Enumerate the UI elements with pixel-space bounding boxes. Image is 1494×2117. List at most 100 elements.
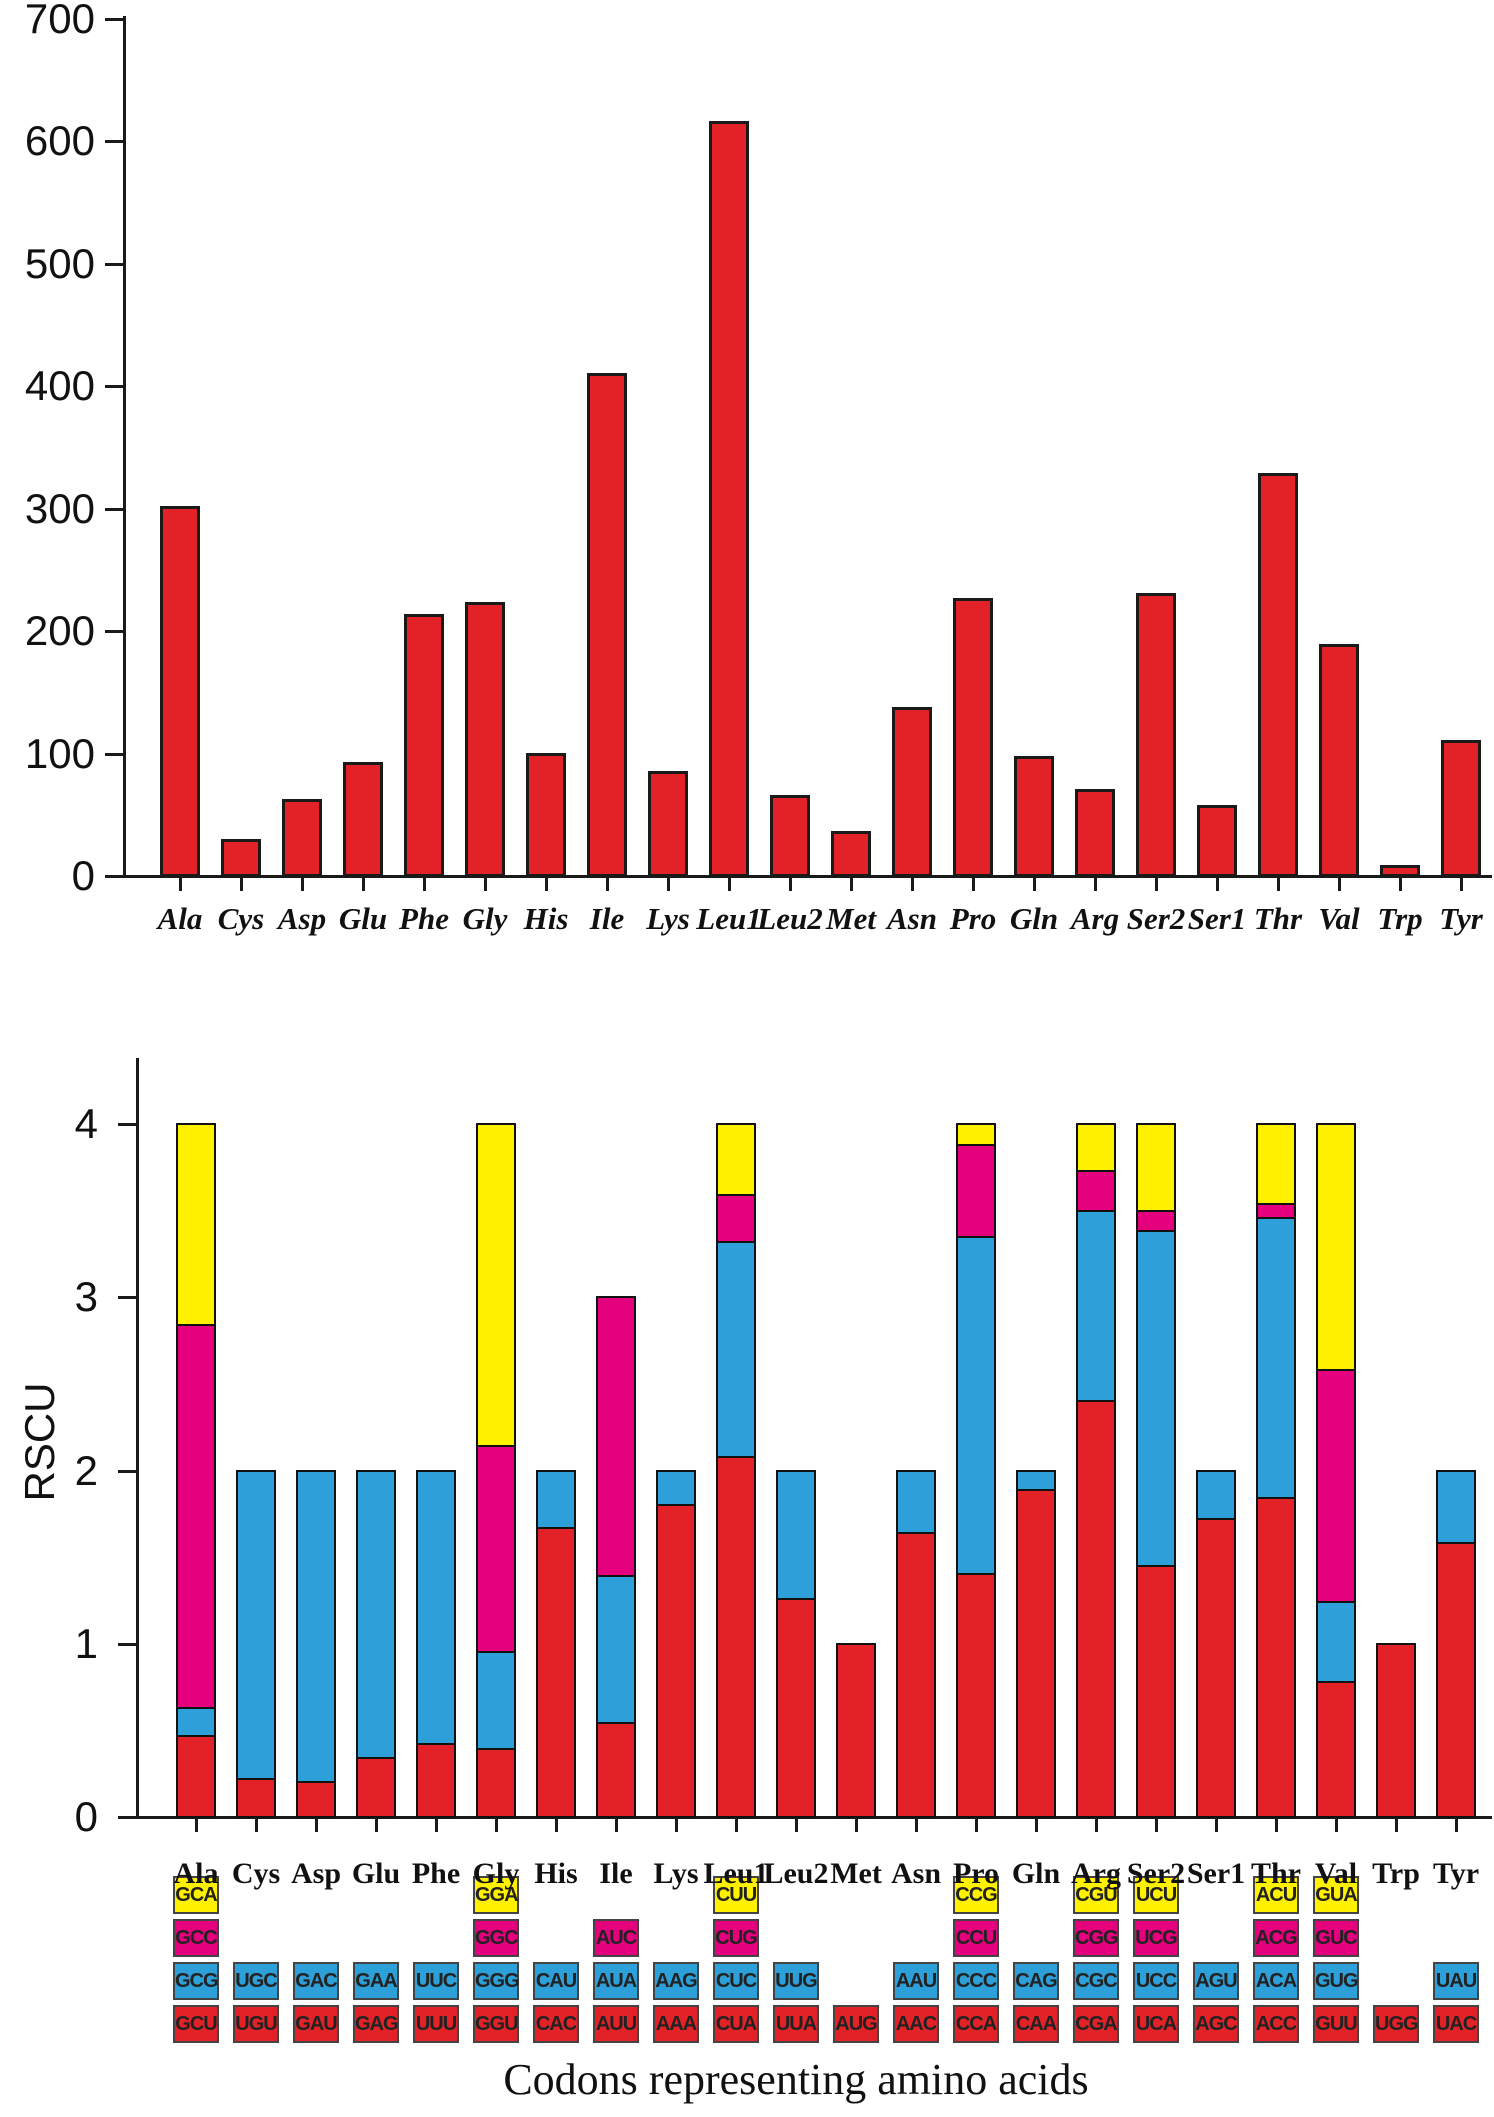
top-x-label-Val: Val [1318, 901, 1360, 936]
top-x-label-Gly: Gly [462, 901, 508, 936]
bottom-x-label-Val: Val [1314, 1857, 1358, 1890]
top-y-tick [105, 385, 123, 389]
bottom-x-label-Ala: Ala [173, 1857, 219, 1890]
bottom-y-tick [118, 1469, 136, 1473]
rscu-seg-Asn-AAU [896, 1469, 936, 1534]
rscu-seg-Gly-GGU [476, 1748, 516, 1818]
rscu-seg-Ile-AUU [596, 1722, 636, 1818]
codon-box-GGG: GGG [473, 1962, 520, 2000]
codon-box-CUA: CUA [713, 2005, 759, 2043]
rscu-seg-Ser2-UCC [1136, 1230, 1176, 1567]
codon-box-GCU: GCU [173, 2005, 219, 2043]
bottom-x-label-Leu2: Leu2 [763, 1857, 829, 1890]
codon-box-CAA: CAA [1013, 2005, 1059, 2043]
codon-box-CCA: CCA [953, 2005, 999, 2043]
rscu-seg-Met-AUG [836, 1642, 876, 1818]
codon-box-UAC: UAC [1433, 2005, 1479, 2043]
top-bar-Thr [1258, 473, 1298, 877]
top-x-tick [301, 878, 304, 891]
codon-box-AUC: AUC [593, 1919, 639, 1957]
top-x-tick [667, 878, 670, 891]
top-x-label-Phe: Phe [399, 901, 449, 936]
bottom-x-tick [195, 1819, 198, 1832]
rscu-seg-Ala-GCC [176, 1323, 216, 1709]
top-bar-Trp [1380, 865, 1420, 877]
bottom-x-tick [675, 1819, 678, 1832]
top-x-tick [1155, 878, 1158, 891]
codon-box-UCG: UCG [1133, 1919, 1179, 1957]
codon-box-CUC: CUC [713, 1962, 759, 2000]
codon-box-CUG: CUG [713, 1919, 759, 1957]
rscu-seg-Gln-CAG [1016, 1469, 1056, 1491]
top-x-tick [1338, 878, 1341, 891]
codon-box-GAG: GAG [353, 2005, 399, 2043]
bottom-x-tick [555, 1819, 558, 1832]
rscu-seg-Thr-ACU [1256, 1123, 1296, 1205]
rscu-seg-Gln-CAA [1016, 1488, 1056, 1818]
top-bar-Ile [587, 373, 627, 877]
top-x-tick [362, 878, 365, 891]
codon-box-CGC: CGC [1073, 1962, 1119, 2000]
bottom-x-tick [1215, 1819, 1218, 1832]
bottom-x-label-Trp: Trp [1372, 1857, 1420, 1890]
codon-box-AAG: AAG [653, 1962, 699, 2000]
rscu-seg-Val-GUC [1316, 1369, 1356, 1604]
bottom-x-tick [1395, 1819, 1398, 1832]
codon-box-AUA: AUA [593, 1962, 639, 2000]
bottom-x-label-Phe: Phe [411, 1857, 461, 1890]
top-y-tick-label: 700 [24, 0, 95, 43]
top-x-label-Tyr: Tyr [1439, 901, 1483, 936]
codon-box-GAU: GAU [293, 2005, 339, 2043]
top-bar-Met [831, 831, 871, 877]
codon-box-GCG: GCG [173, 1962, 219, 2000]
bottom-y-tick [118, 1296, 136, 1300]
codon-box-ACC: ACC [1253, 2005, 1299, 2043]
bottom-x-label-Glu: Glu [351, 1857, 401, 1890]
rscu-seg-Ser1-AGC [1196, 1518, 1236, 1818]
codon-box-UGC: UGC [233, 1962, 279, 2000]
top-bar-Arg [1075, 789, 1115, 877]
top-y-tick [105, 18, 123, 21]
codon-box-UCU: UCU [1133, 1876, 1179, 1914]
top-bar-Ser2 [1136, 593, 1176, 877]
codon-box-GGA: GGA [473, 1876, 519, 1914]
rscu-seg-Ala-GCA [176, 1123, 216, 1326]
bottom-x-label-Gly: Gly [472, 1857, 520, 1890]
top-bar-Tyr [1441, 740, 1481, 877]
rscu-seg-Gly-GGG [476, 1651, 516, 1751]
top-y-tick-label: 0 [71, 852, 95, 899]
codon-box-UGU: UGU [233, 2005, 279, 2043]
top-bar-Glu [343, 762, 383, 877]
top-x-label-Thr: Thr [1253, 901, 1303, 936]
top-x-label-Arg: Arg [1070, 901, 1120, 936]
bottom-x-label-Lys: Lys [653, 1857, 699, 1890]
top-x-label-Ile: Ile [589, 901, 625, 936]
top-x-tick [1277, 878, 1280, 891]
top-x-label-Ala: Ala [157, 901, 203, 936]
top-y-axis [123, 16, 126, 878]
bottom-x-tick [975, 1819, 978, 1832]
rscu-seg-Arg-CGG [1076, 1169, 1116, 1212]
rscu-seg-Gly-GGA [476, 1123, 516, 1448]
codon-box-GCC: GCC [173, 1919, 219, 1957]
codon-box-AAA: AAA [653, 2005, 699, 2043]
rscu-seg-Asp-GAU [296, 1781, 336, 1818]
rscu-seg-Val-GUG [1316, 1601, 1356, 1683]
rscu-seg-His-CAU [536, 1469, 576, 1529]
top-y-tick-label: 300 [24, 484, 95, 532]
rscu-seg-Leu1-CUC [716, 1240, 756, 1458]
top-bar-Leu1 [709, 121, 749, 877]
codon-box-UUA: UUA [773, 2005, 819, 2043]
top-bar-Cys [221, 839, 261, 877]
bottom-y-tick-label: 4 [74, 1100, 98, 1147]
codon-box-CAC: CAC [533, 2005, 579, 2043]
top-x-tick [972, 878, 975, 891]
bottom-x-tick [615, 1819, 618, 1832]
rscu-seg-Thr-ACC [1256, 1497, 1296, 1818]
codon-box-UUC: UUC [413, 1962, 459, 2000]
top-x-tick [606, 878, 609, 891]
bottom-x-label-His: His [534, 1857, 578, 1890]
codon-box-GUU: GUU [1313, 2005, 1359, 2043]
rscu-seg-Leu1-CUG [716, 1194, 756, 1243]
top-x-tick [423, 878, 426, 891]
